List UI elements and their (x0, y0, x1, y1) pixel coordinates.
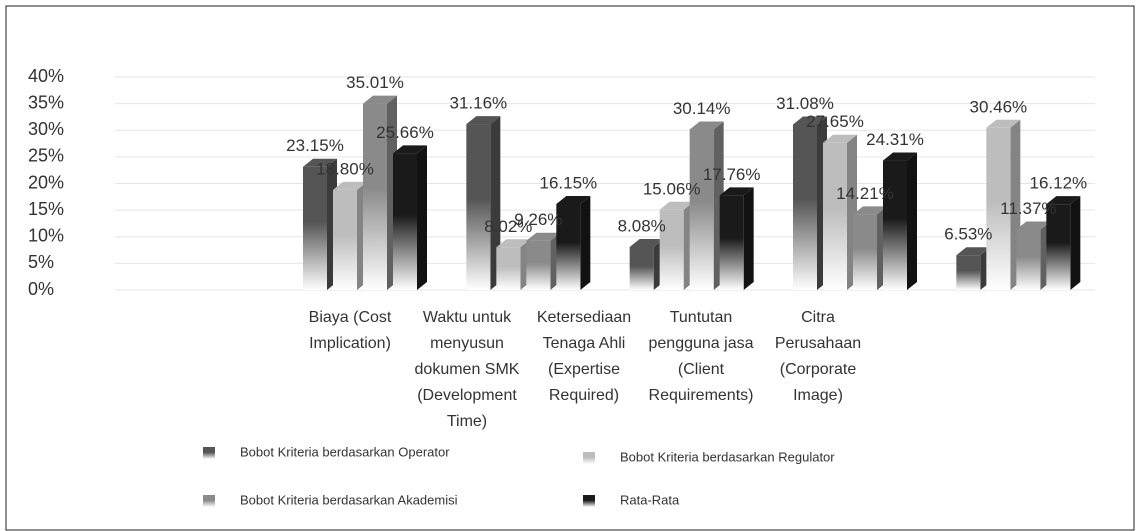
bar-side (417, 145, 427, 290)
bar (496, 247, 521, 290)
bar-top (956, 247, 991, 256)
bar-top (793, 116, 827, 125)
y-tick-label: 10% (28, 226, 64, 246)
bar-top (629, 238, 664, 247)
bar (956, 255, 981, 290)
data-label: 8.08% (618, 216, 666, 235)
x-tick-label: Waktu untuk menyusun dokumen SMK (Develo… (414, 309, 520, 430)
bar-top (466, 116, 501, 125)
x-tick-label: Biaya (Cost Implication) (308, 309, 392, 352)
bar-side (580, 196, 591, 290)
data-label: 11.37% (1000, 199, 1056, 218)
bar (556, 204, 581, 290)
bar-top (1016, 221, 1051, 230)
data-label: 24.31% (866, 130, 924, 149)
data-label: 27.65% (806, 112, 864, 131)
legend-marker (583, 495, 595, 507)
bar-top (689, 121, 724, 130)
data-label: 31.08% (776, 94, 834, 113)
bar-top (853, 206, 887, 215)
y-tick-label: 0% (28, 279, 54, 299)
y-tick-label: 40% (28, 66, 64, 86)
data-label: 30.46% (969, 97, 1027, 116)
bar-top (303, 158, 337, 167)
bar (393, 153, 417, 290)
bar-side (1070, 196, 1081, 290)
bar-top (526, 232, 561, 241)
legend-marker (583, 452, 595, 464)
y-tick-label: 25% (28, 146, 64, 166)
y-tick-label: 35% (28, 92, 64, 112)
bar (719, 195, 744, 290)
bar (853, 214, 877, 290)
bar-top (986, 119, 1021, 128)
data-label: 16.12% (1029, 174, 1087, 193)
bar-top (1046, 196, 1081, 205)
y-tick-label: 5% (28, 252, 54, 272)
legend-label: Bobot Kriteria berdasarkan Akademisi (240, 492, 458, 507)
x-tick-label: Ketersediaan Tenaga Ahli (Expertise Requ… (536, 309, 632, 404)
bar-top (333, 181, 367, 190)
bar (689, 129, 714, 290)
y-tick-label: 20% (28, 172, 64, 192)
y-tick-label: 30% (28, 119, 64, 139)
bar-top (393, 145, 427, 154)
bar (883, 160, 907, 290)
bar-top (719, 187, 754, 196)
bar (986, 127, 1011, 290)
bar (823, 142, 847, 290)
data-label: 16.15% (539, 173, 597, 192)
bar-top (496, 239, 531, 248)
legend-marker (203, 495, 215, 507)
data-label: 15.06% (643, 179, 701, 198)
bar (1046, 204, 1071, 290)
bar-side (743, 187, 754, 290)
bar-top (883, 152, 917, 161)
bar (466, 124, 491, 290)
data-label: 8.02% (484, 217, 532, 236)
bar-side (907, 152, 917, 290)
bar (363, 103, 387, 290)
bar-top (363, 95, 397, 104)
bar (793, 124, 817, 291)
data-label: 30.14% (673, 99, 731, 118)
data-label: 25.66% (376, 123, 434, 142)
data-label: 6.53% (944, 225, 992, 244)
x-tick-label: Citra Perusahaan (Corporate Image) (774, 309, 862, 404)
x-tick-label: Tuntutan pengguna jasa (Client Requireme… (648, 309, 754, 404)
data-label: 35.01% (346, 73, 404, 92)
data-label: 9.26% (514, 210, 562, 229)
data-label: 23.15% (286, 136, 344, 155)
bar-top (556, 196, 591, 205)
bar-top (823, 134, 857, 143)
bar (659, 209, 684, 290)
chart-border (5, 5, 1135, 531)
data-label: 31.16% (449, 94, 507, 113)
bar (333, 189, 357, 290)
data-label: 18.80% (316, 159, 374, 178)
y-tick-label: 15% (28, 199, 64, 219)
legend-label: Bobot Kriteria berdasarkan Regulator (620, 449, 835, 464)
bar (1016, 229, 1041, 290)
data-label: 14.21% (836, 184, 894, 203)
bar (526, 240, 551, 290)
legend-marker (203, 447, 215, 459)
bar (303, 166, 327, 290)
legend-label: Rata-Rata (620, 492, 680, 507)
bar (629, 246, 654, 290)
legend-label: Bobot Kriteria berdasarkan Operator (240, 444, 450, 459)
bar-top (659, 201, 694, 210)
data-label: 17.76% (703, 165, 761, 184)
